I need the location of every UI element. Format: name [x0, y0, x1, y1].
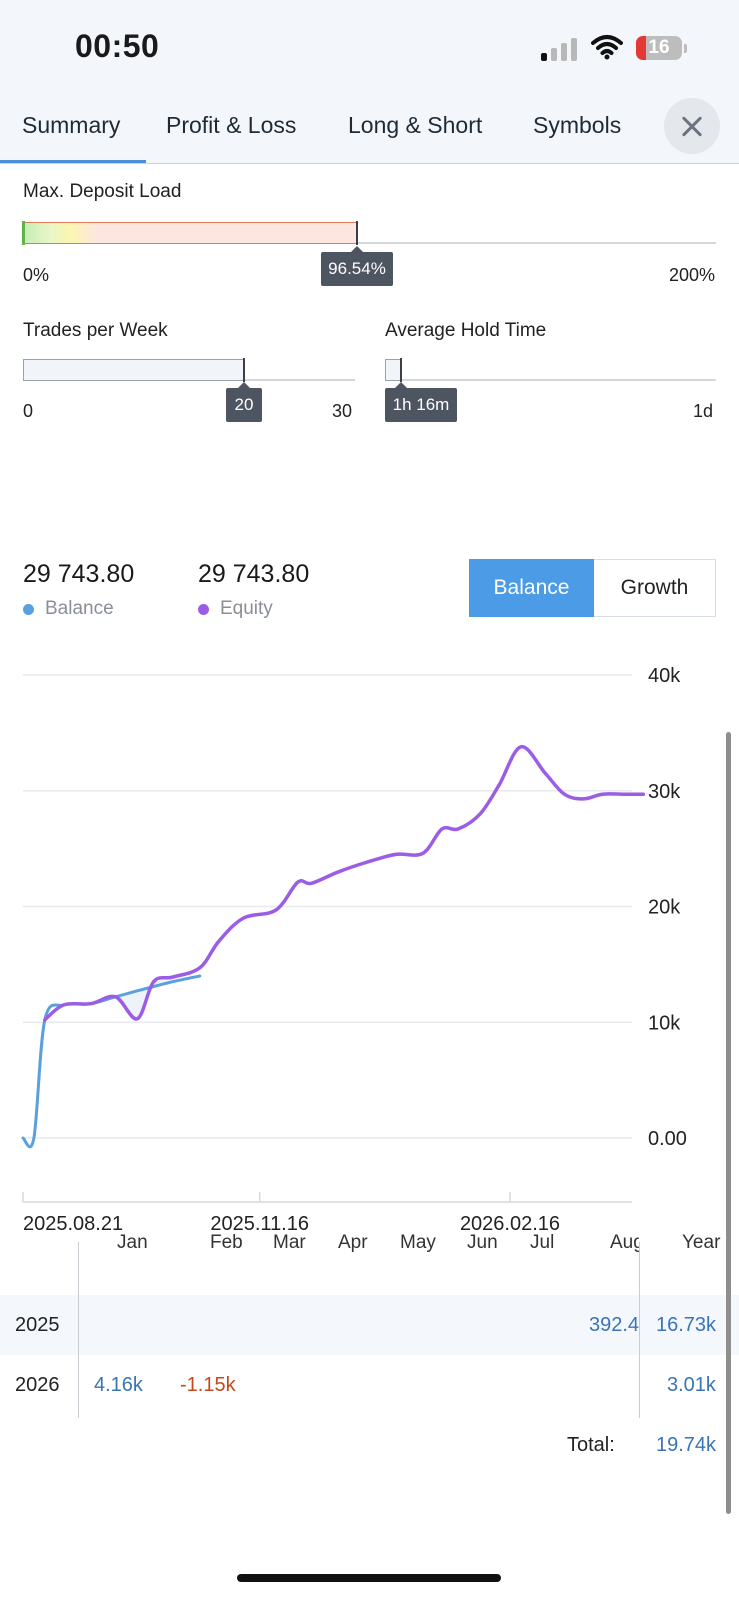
trades-per-week-max: 30: [332, 401, 353, 421]
close-button[interactable]: [664, 98, 720, 154]
month-header-jun: Jun: [467, 1232, 498, 1253]
status-time: 00:50: [75, 28, 160, 64]
cell-2025-aug[interactable]: 392.4: [589, 1314, 639, 1336]
equity-legend-dot: [198, 604, 209, 615]
deposit-load-start-mark: [22, 221, 25, 245]
active-tab-indicator: [0, 160, 146, 164]
month-header-jul: Jul: [530, 1232, 555, 1253]
trades-per-week-value: 20: [226, 388, 262, 422]
total-value: 19.74k: [656, 1434, 717, 1456]
month-header-may: May: [400, 1232, 436, 1253]
trades-per-week-fill: [23, 359, 245, 381]
scrollbar[interactable]: [726, 732, 731, 1514]
hold-time-tooltip-arrow: [395, 382, 407, 388]
equity-legend-label: Equity: [220, 598, 273, 619]
cellular-signal-icon: [541, 37, 579, 61]
deposit-load-track: [23, 242, 716, 244]
cell-2026-jan[interactable]: 4.16k: [94, 1374, 143, 1396]
tab-long-short[interactable]: Long & Short: [348, 112, 483, 138]
cell-2025-year-total[interactable]: 16.73k: [656, 1314, 717, 1336]
balance-equity-chart: 0.00 10k 20k 30k 40k 2025.08.21 2025.11.16 202…: [21, 665, 687, 1230]
balance-legend-label: Balance: [45, 598, 114, 619]
hold-time-value: 1h 16m: [385, 388, 457, 422]
y-tick-label: 30k: [648, 781, 681, 803]
y-tick-label: 10k: [648, 1012, 681, 1034]
tab-divider: [0, 163, 739, 164]
x-tick-label: 2026.02.16: [460, 1213, 560, 1230]
balance-legend-dot: [23, 604, 34, 615]
row-year-2026: 2026: [15, 1374, 60, 1396]
home-indicator[interactable]: [237, 1574, 501, 1582]
deposit-load-marker: [356, 221, 358, 245]
hold-time-label: Average Hold Time: [385, 320, 547, 341]
total-label: Total:: [567, 1434, 615, 1456]
cell-2026-feb[interactable]: -1.15k: [180, 1374, 236, 1396]
wifi-icon: [591, 33, 623, 61]
month-header-apr: Apr: [338, 1232, 368, 1253]
balance-series-line: [21, 974, 202, 1149]
trades-per-week-min: 0: [23, 401, 34, 421]
hold-time-max: 1d: [693, 401, 714, 421]
equity-series-line: [43, 745, 646, 1022]
y-tick-label: 20k: [648, 897, 681, 919]
battery-icon: 16: [636, 36, 688, 62]
deposit-load-value: 96.54%: [321, 252, 393, 286]
equity-value: 29 743.80: [198, 560, 310, 588]
table-left-divider: [78, 1242, 79, 1418]
month-header-feb: Feb: [210, 1232, 243, 1253]
hold-time-track: [385, 379, 716, 381]
deposit-load-label: Max. Deposit Load: [23, 181, 182, 202]
deposit-load-max: 200%: [669, 265, 716, 285]
balance-value: 29 743.80: [23, 560, 135, 588]
month-header-jan: Jan: [117, 1232, 148, 1253]
hold-time-marker: [400, 358, 402, 382]
trades-per-week-tooltip-arrow: [238, 382, 250, 388]
balance-toggle-button[interactable]: Balance: [469, 559, 594, 617]
tab-symbols[interactable]: Symbols: [533, 112, 622, 138]
header-background: [0, 0, 739, 164]
growth-toggle-button[interactable]: Growth: [594, 559, 716, 617]
deposit-load-min: 0%: [23, 265, 50, 285]
row-year-2025: 2025: [15, 1314, 60, 1336]
tab-profit-loss[interactable]: Profit & Loss: [166, 112, 297, 138]
y-tick-label: 0.00: [648, 1128, 687, 1150]
trades-per-week-label: Trades per Week: [23, 320, 168, 341]
battery-level: 16: [648, 37, 670, 58]
month-header-aug: Aug: [610, 1232, 639, 1253]
table-right-divider: [639, 1242, 640, 1418]
trades-per-week-marker: [243, 358, 245, 382]
x-tick-label: 2025.11.16: [210, 1213, 309, 1230]
year-header: Year: [682, 1232, 721, 1253]
deposit-load-tooltip-arrow: [351, 246, 363, 252]
deposit-load-fill: [23, 222, 357, 244]
x-tick-label: 2025.08.21: [23, 1213, 123, 1230]
month-header-mar: Mar: [273, 1232, 306, 1253]
table-row-2025-background: [0, 1295, 739, 1355]
tab-summary[interactable]: Summary: [22, 112, 121, 138]
y-tick-label: 40k: [648, 665, 681, 687]
cell-2026-year-total[interactable]: 3.01k: [667, 1374, 716, 1396]
